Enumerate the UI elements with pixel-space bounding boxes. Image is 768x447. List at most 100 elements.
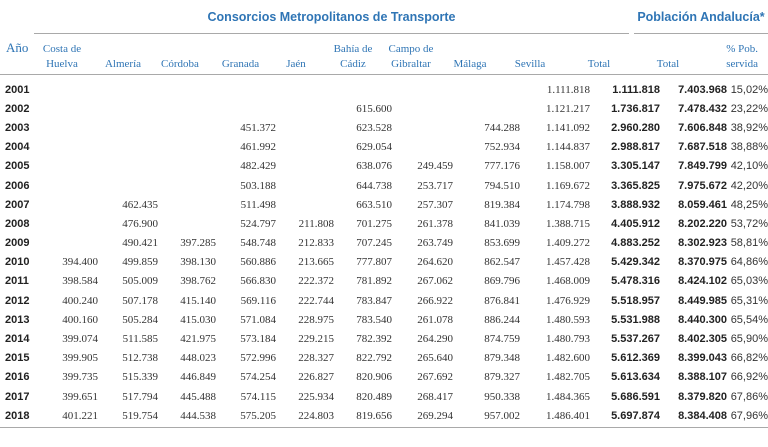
malaga-cell: 879.348 — [484, 352, 520, 365]
year-cell: 2002 — [5, 102, 30, 115]
cordoba-cell: 444.538 — [180, 409, 216, 422]
cordoba-cell: 446.849 — [180, 371, 216, 384]
huelva-cell: 399.905 — [62, 352, 98, 365]
huelva-cell — [34, 80, 98, 99]
column-header-cordoba: Córdoba — [161, 58, 199, 70]
year-cell: 2005 — [5, 160, 30, 173]
jaen-cell — [276, 176, 334, 195]
sevilla-cell: 1.388.715 — [546, 217, 590, 230]
malaga-cell: 841.039 — [484, 217, 520, 230]
granada-cell: 571.084 — [240, 313, 276, 326]
huelva-cell: 399.074 — [62, 333, 98, 346]
pob-pct-cell: 67,86% — [730, 390, 768, 403]
total-cell: 5.537.267 — [611, 333, 660, 346]
bahia-cell: 819.656 — [356, 409, 392, 422]
granada-cell: 566.830 — [240, 275, 276, 288]
table-row: 2012 400.240 507.178 415.140 569.116 222.744 7… — [0, 291, 768, 310]
cordoba-cell — [158, 176, 216, 195]
campo-cell — [392, 99, 453, 118]
total-cell: 5.429.342 — [611, 256, 660, 269]
sevilla-cell: 1.409.272 — [546, 237, 590, 250]
sevilla-cell: 1.476.929 — [546, 294, 590, 307]
almeria-cell: 490.421 — [122, 237, 158, 250]
jaen-cell — [276, 118, 334, 137]
year-cell: 2012 — [5, 294, 30, 307]
almeria-cell: 519.754 — [122, 409, 158, 422]
campo-cell: 257.307 — [417, 198, 453, 211]
column-header-pob-pct-line2: servida — [726, 58, 758, 70]
sevilla-cell: 1.457.428 — [546, 256, 590, 269]
table-row: 2007 462.435 511.498 663.510 257.307 819.384 1… — [0, 195, 768, 214]
column-header-pob-pct: % Pob. servida — [704, 38, 758, 72]
data-table: 2001 1.111.818 1.111.818 7.403.968 15,02% 200… — [0, 80, 768, 425]
column-header-huelva-line2: Huelva — [46, 58, 78, 70]
year-cell: 2014 — [5, 333, 30, 346]
pob-pct-cell: 38,88% — [730, 141, 768, 154]
year-cell: 2007 — [5, 198, 30, 211]
huelva-cell: 399.651 — [62, 390, 98, 403]
almeria-cell: 505.284 — [122, 313, 158, 326]
bahia-cell: 707.245 — [356, 237, 392, 250]
malaga-cell: 869.796 — [484, 275, 520, 288]
almeria-cell: 505.009 — [122, 275, 158, 288]
total-cell: 4.883.252 — [611, 237, 660, 250]
sevilla-cell: 1.482.600 — [546, 352, 590, 365]
group-header-consorcios: Consorcios Metropolitanos de Transporte — [207, 10, 456, 24]
table-bottom-rule — [0, 427, 768, 428]
table-row: 2011 398.584 505.009 398.762 566.830 222.372 7… — [0, 272, 768, 291]
bahia-cell: 820.906 — [356, 371, 392, 384]
bahia-cell: 701.275 — [356, 217, 392, 230]
bahia-cell: 623.528 — [356, 121, 392, 134]
table-row: 2003 451.372 623.528 744.288 1.141.092 2.960.… — [0, 118, 768, 137]
pob-total-cell: 8.202.220 — [678, 217, 727, 230]
cordoba-cell — [158, 214, 216, 233]
huelva-cell: 399.735 — [62, 371, 98, 384]
sevilla-cell: 1.484.365 — [546, 390, 590, 403]
granada-cell: 511.498 — [240, 198, 276, 211]
granada-cell: 548.748 — [240, 237, 276, 250]
almeria-cell: 499.859 — [122, 256, 158, 269]
pob-total-cell: 7.403.968 — [678, 83, 727, 96]
total-cell: 4.405.912 — [611, 217, 660, 230]
pob-total-cell: 8.399.043 — [678, 352, 727, 365]
total-cell: 5.531.988 — [611, 313, 660, 326]
column-header-pob-pct-line1: % Pob. — [726, 43, 758, 55]
pob-total-cell: 8.379.820 — [678, 390, 727, 403]
granada-cell: 451.372 — [240, 121, 276, 134]
sevilla-cell: 1.468.009 — [546, 275, 590, 288]
total-cell: 2.960.280 — [611, 121, 660, 134]
sevilla-cell: 1.141.092 — [546, 121, 590, 134]
cordoba-cell — [158, 118, 216, 137]
almeria-cell — [98, 176, 158, 195]
group-divider-right — [634, 33, 768, 34]
pob-total-cell: 7.849.799 — [678, 160, 727, 173]
malaga-cell: 794.510 — [484, 179, 520, 192]
group-divider-left — [34, 33, 629, 34]
table-row: 2010 394.400 499.859 398.130 560.886 213.665 7… — [0, 253, 768, 272]
year-cell: 2013 — [5, 313, 30, 326]
bahia-cell: 629.054 — [356, 141, 392, 154]
granada-cell: 574.115 — [240, 390, 276, 403]
huelva-cell — [34, 157, 98, 176]
almeria-cell: 476.900 — [122, 217, 158, 230]
pob-total-cell: 8.302.923 — [678, 237, 727, 250]
campo-cell: 265.640 — [417, 352, 453, 365]
total-cell: 2.988.817 — [611, 141, 660, 154]
pob-total-cell: 8.440.300 — [678, 313, 727, 326]
table-row: 2002 615.600 1.121.217 1.736.817 7.478.432 23… — [0, 99, 768, 118]
year-cell: 2015 — [5, 352, 30, 365]
pob-pct-cell: 65,54% — [730, 313, 768, 326]
campo-cell: 269.294 — [417, 409, 453, 422]
pob-total-cell: 8.402.305 — [678, 333, 727, 346]
almeria-cell — [98, 157, 158, 176]
year-cell: 2017 — [5, 390, 30, 403]
granada-cell: 575.205 — [240, 409, 276, 422]
total-cell: 5.478.316 — [611, 275, 660, 288]
column-header-campo: Campo de Gibraltar — [382, 38, 440, 72]
column-header-year: Año — [6, 40, 29, 55]
almeria-cell: 511.585 — [122, 333, 158, 346]
bahia-cell: 822.792 — [356, 352, 392, 365]
pob-total-cell: 8.388.107 — [678, 371, 727, 384]
malaga-cell: 853.699 — [484, 237, 520, 250]
bahia-cell: 820.489 — [356, 390, 392, 403]
